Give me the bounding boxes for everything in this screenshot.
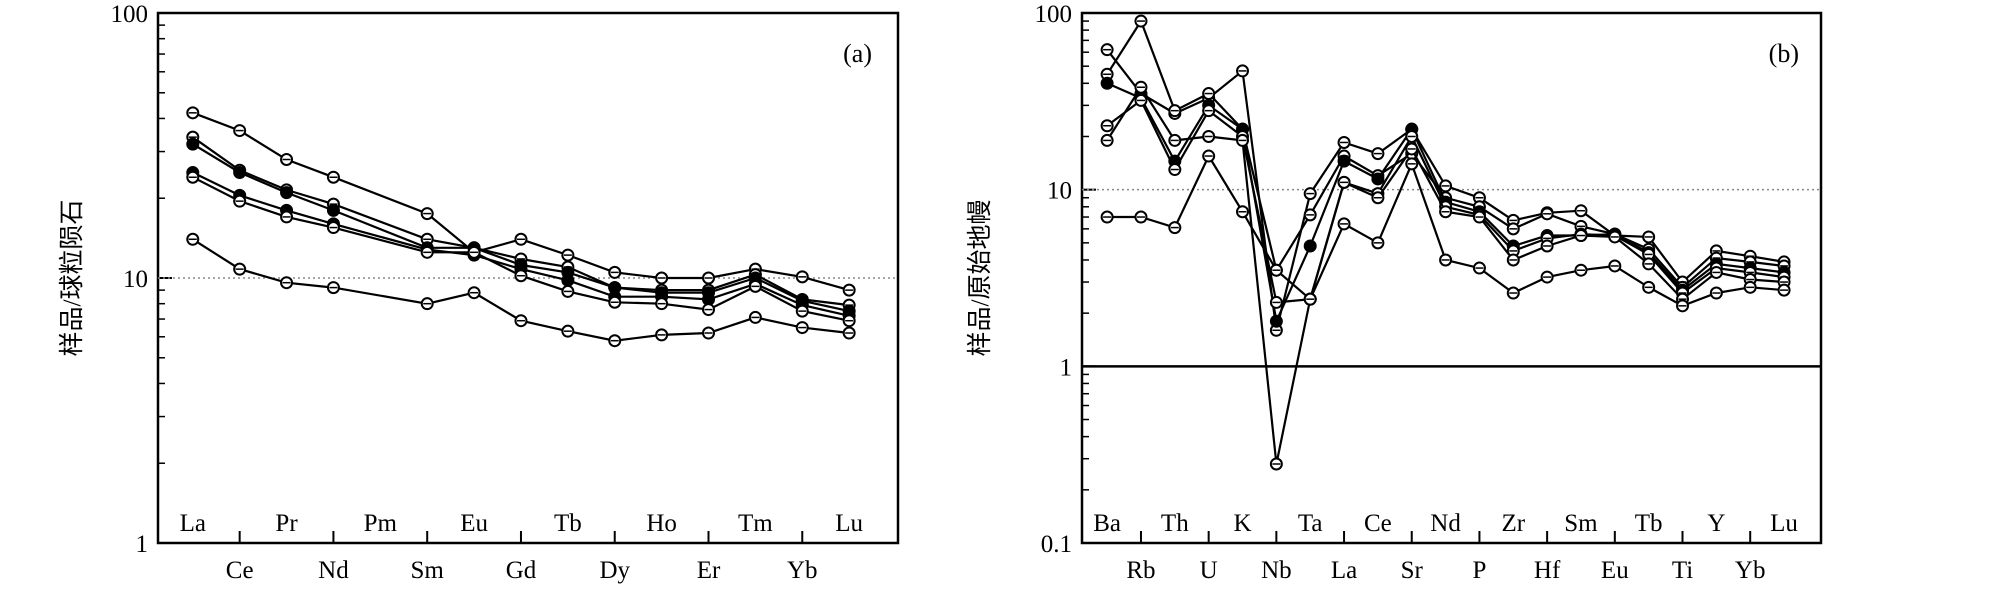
x-tick-label: Sm xyxy=(1564,510,1598,537)
y-tick-label: 100 xyxy=(111,1,149,28)
x-tick-label: Th xyxy=(1161,510,1189,537)
x-tick-label: Gd xyxy=(506,557,537,584)
x-tick-label: Lu xyxy=(1770,510,1798,537)
x-tick-label: Eu xyxy=(1601,557,1629,584)
series-line xyxy=(192,238,850,342)
plot-frame-b xyxy=(1080,11,1823,545)
x-tick-label: La xyxy=(1331,557,1357,584)
x-tick-label: K xyxy=(1233,510,1251,537)
x-tick-label: Er xyxy=(697,557,721,584)
y-axis-label-b: 样品/原始地幔 xyxy=(966,200,994,357)
x-tick-label: Ce xyxy=(1364,510,1392,537)
x-tick-label: Nb xyxy=(1261,557,1292,584)
data-point xyxy=(326,203,340,217)
y-tick-label: 1 xyxy=(1060,354,1073,381)
panel-label-a: (a) xyxy=(843,39,872,68)
x-tick-label: Eu xyxy=(460,510,488,537)
x-tick-label: Pm xyxy=(364,510,398,537)
y-tick-label: 100 xyxy=(1035,1,1073,28)
x-tick-label: Ti xyxy=(1672,557,1693,584)
x-tick-label: Nd xyxy=(318,557,349,584)
series-group-a xyxy=(186,106,856,348)
y-tick-label: 10 xyxy=(123,266,148,293)
x-tick-label: Lu xyxy=(835,510,863,537)
x-tick-label: Tb xyxy=(554,510,582,537)
y-tick-label: 0.1 xyxy=(1041,531,1072,558)
x-tick-label: Yb xyxy=(787,557,818,584)
y-tick-label: 10 xyxy=(1047,178,1072,205)
data-point xyxy=(1371,172,1385,186)
x-tick-label: La xyxy=(180,510,206,537)
series-line xyxy=(192,136,850,307)
x-tick-label: Dy xyxy=(599,557,630,584)
x-tick-label: Y xyxy=(1707,510,1725,537)
x-tick-label: Pr xyxy=(275,510,298,537)
data-point xyxy=(280,186,294,200)
data-point xyxy=(233,166,247,180)
data-point xyxy=(1337,154,1351,168)
x-tick-label: Sr xyxy=(1401,557,1424,584)
y-tick-label: 1 xyxy=(136,531,149,558)
x-tick-label: Tb xyxy=(1635,510,1663,537)
y-axis-label-a: 样品/球粒陨石 xyxy=(58,200,86,357)
x-tick-label: Ta xyxy=(1298,510,1323,537)
series-line xyxy=(192,176,850,322)
data-point xyxy=(1269,314,1283,328)
panel-label-b: (b) xyxy=(1769,39,1799,68)
series-group-b xyxy=(1100,14,1791,471)
series-line xyxy=(192,111,850,292)
x-tick-label: Sm xyxy=(411,557,445,584)
axis-ticks-a: 1 10 100 La Ce Pr Nd Pm Sm Eu Gd Tb Dy Ho Er Tm Yb Lu xyxy=(111,1,898,584)
x-tick-label: P xyxy=(1472,557,1486,584)
x-tick-label: U xyxy=(1200,557,1218,584)
x-tick-label: Yb xyxy=(1735,557,1766,584)
data-point xyxy=(1303,239,1317,253)
x-tick-label: Tm xyxy=(738,510,773,537)
series-line xyxy=(192,143,850,313)
x-tick-label: Ce xyxy=(226,557,254,584)
x-tick-label: Ho xyxy=(646,510,677,537)
x-tick-label: Rb xyxy=(1126,557,1155,584)
x-tick-label: Hf xyxy=(1534,557,1561,584)
series-line xyxy=(192,171,850,317)
x-tick-label: Ba xyxy=(1093,510,1121,537)
chart-panel-a: (a) 样品/球粒陨石 1 10 100 La Ce Pr Nd Pm Sm Eu Gd Tb Dy Ho… xyxy=(58,1,900,584)
x-tick-label: Nd xyxy=(1430,510,1461,537)
data-point xyxy=(561,273,575,287)
data-point xyxy=(186,137,200,151)
data-point xyxy=(1100,76,1114,90)
x-tick-label: Zr xyxy=(1501,510,1525,537)
